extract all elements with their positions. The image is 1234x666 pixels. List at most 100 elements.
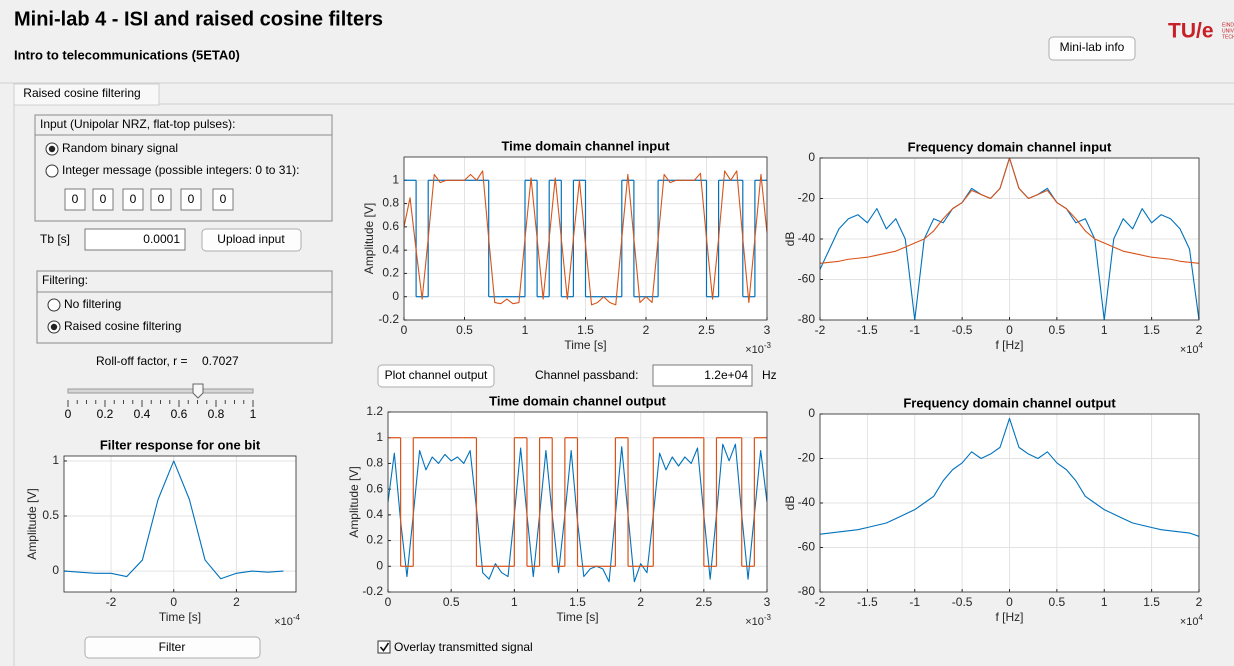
slider-tick-label: 1 [250, 407, 257, 421]
integer-value[interactable]: 0 [72, 192, 79, 206]
integer-edit[interactable] [150, 188, 172, 211]
panel-title: Input (Unipolar NRZ, flat-top pulses): [40, 117, 235, 131]
radio-button[interactable] [45, 164, 59, 178]
chart: -2 -1.5 -1 -0.5 0 0.5 1 1.5 2 -80 -60 -40 -20 0 Freque… [783, 139, 1203, 355]
chart-title: Filter response for one bit [100, 437, 261, 452]
plot-area [64, 456, 296, 592]
chart-title: Time domain channel input [501, 138, 670, 153]
x-tick-label: 1.5 [569, 595, 586, 609]
x-tick-label: 1 [1101, 323, 1108, 337]
y-tick-label: 0 [52, 563, 59, 577]
tb-value[interactable]: 0.0001 [143, 232, 180, 246]
integer-edit[interactable] [122, 188, 144, 211]
upload-button[interactable] [201, 228, 302, 252]
x-multiplier: ×10-4 [274, 613, 300, 628]
x-tick-label: 2.5 [698, 323, 715, 337]
integer-value[interactable]: 0 [158, 192, 165, 206]
filtering-panel [36, 270, 333, 344]
button-label[interactable]: Plot channel output [385, 368, 488, 382]
tb-edit[interactable] [84, 228, 186, 251]
x-tick-label: 0.5 [1049, 323, 1066, 337]
chart-title: Time domain channel output [489, 393, 666, 408]
x-tick-label: 1.5 [1143, 323, 1160, 337]
series-group [404, 170, 767, 306]
x-tick-label: 1 [522, 323, 529, 337]
series-group [388, 437, 767, 583]
plot-button[interactable] [377, 364, 495, 388]
y-tick-label: -40 [798, 495, 816, 509]
integer-value[interactable]: 0 [188, 192, 195, 206]
slider-tick-label: 0.6 [171, 407, 188, 421]
passband-label: Channel passband: [535, 368, 638, 382]
button-label[interactable]: Filter [159, 640, 186, 654]
axes-box [63, 455, 297, 593]
integer-edit[interactable] [64, 188, 86, 211]
filter-button[interactable] [84, 636, 261, 659]
x-axis-label: Time [s] [159, 610, 201, 624]
tb-label: Tb [s] [40, 232, 70, 246]
multiplier-exponent: -3 [764, 613, 772, 622]
x-tick-label: -1 [909, 595, 920, 609]
info-button[interactable]: Mini-lab info [1048, 36, 1136, 61]
y-tick-label: 0.2 [366, 533, 383, 547]
y-tick-label: -60 [798, 540, 816, 554]
x-tick-label: 0 [1006, 595, 1013, 609]
chart: -2 0 2 0 0.5 1 Filter response for one bit Time… [25, 437, 300, 627]
tab-label[interactable]: Raised cosine filtering [23, 86, 140, 100]
x-tick-label: -0.5 [952, 323, 973, 337]
slider-tick-label: 0.2 [97, 407, 114, 421]
check-mark[interactable] [379, 642, 390, 652]
input-panel [34, 114, 333, 222]
y-tick-label: 0.6 [366, 481, 383, 495]
multiplier-base: ×10 [745, 344, 764, 356]
y-tick-label: -80 [798, 584, 816, 598]
radio-button[interactable] [47, 298, 61, 312]
x-tick-label: -1.5 [857, 323, 878, 337]
integer-value[interactable]: 0 [130, 192, 137, 206]
multiplier-base: ×10 [1180, 616, 1199, 628]
multiplier-exponent: 4 [1199, 341, 1204, 350]
tab[interactable] [13, 83, 160, 106]
integer-edit[interactable] [92, 188, 114, 211]
y-tick-label: -0.2 [362, 584, 383, 598]
overlay-label[interactable]: Overlay transmitted signal [394, 640, 533, 654]
x-tick-label: 1.5 [1143, 595, 1160, 609]
integer-edit[interactable] [180, 188, 202, 211]
multiplier-base: ×10 [274, 616, 293, 628]
y-tick-label: -20 [798, 451, 816, 465]
integer-value[interactable]: 0 [100, 192, 107, 206]
radio-label[interactable]: No filtering [64, 297, 121, 311]
y-tick-label: 1 [52, 453, 59, 467]
y-tick-label: 1 [392, 172, 399, 186]
radio-label[interactable]: Raised cosine filtering [64, 319, 181, 333]
radio-dot[interactable] [50, 323, 58, 331]
radio-label[interactable]: Random binary signal [62, 141, 178, 155]
button-label[interactable]: Mini-lab info [1060, 40, 1125, 54]
button-label[interactable]: Upload input [217, 232, 285, 246]
y-axis-label: Amplitude [V] [347, 466, 361, 537]
integer-value[interactable]: 0 [220, 192, 227, 206]
x-tick-label: -2 [815, 595, 826, 609]
x-tick-label: -1.5 [857, 595, 878, 609]
passband-edit[interactable] [652, 364, 753, 387]
chart-title: Frequency domain channel output [903, 395, 1116, 410]
slider-track[interactable] [67, 388, 254, 394]
y-tick-label: -40 [798, 231, 816, 245]
x-multiplier: ×104 [1180, 341, 1204, 356]
radio-dot[interactable] [48, 145, 56, 153]
overlay-checkbox[interactable] [377, 640, 391, 654]
x-tick-label: 2 [637, 595, 644, 609]
slider-thumb[interactable] [192, 383, 204, 399]
axes-box [819, 157, 1200, 321]
passband-unit: Hz [762, 368, 777, 382]
chart: -2 -1.5 -1 -0.5 0 0.5 1 1.5 2 -80 -60 -40 -20 0 Freque… [783, 395, 1203, 627]
y-tick-label: 0.4 [382, 242, 399, 256]
radio-label[interactable]: Integer message (possible integers: 0 to… [62, 163, 299, 177]
button-frame[interactable] [1048, 36, 1136, 61]
multiplier-exponent: -4 [293, 613, 301, 622]
y-tick-label: -0.2 [378, 312, 399, 326]
integer-edit[interactable] [212, 188, 234, 211]
multiplier-base: ×10 [1180, 344, 1199, 356]
x-tick-label: -1 [909, 323, 920, 337]
passband-value[interactable]: 1.2e+04 [704, 368, 748, 382]
